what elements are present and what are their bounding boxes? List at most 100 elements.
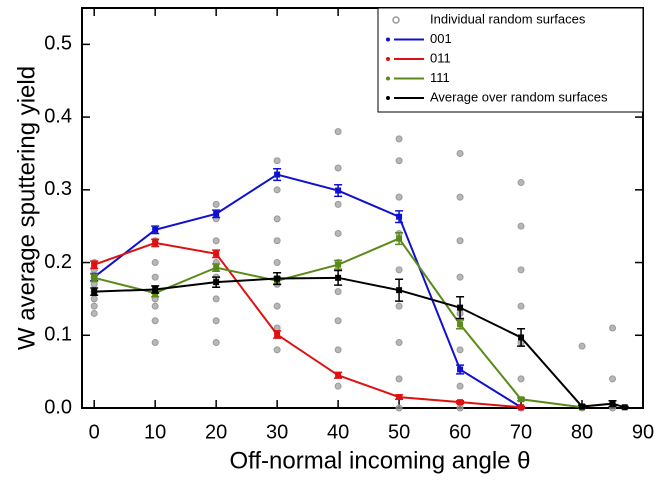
point-marker [91, 274, 98, 281]
point-marker [518, 334, 525, 341]
point-marker [396, 287, 403, 294]
legend-label: 001 [430, 31, 452, 46]
scatter-point [334, 164, 342, 172]
point-marker [579, 403, 586, 410]
scatter-point [334, 128, 342, 136]
y-tick-label: 0.1 [44, 324, 72, 346]
legend-symbol [392, 16, 400, 24]
scatter-point [395, 375, 403, 383]
scatter-point [456, 149, 464, 157]
legend-label: Average over random surfaces [430, 89, 608, 104]
scatter-point [334, 346, 342, 354]
scatter-point [212, 317, 220, 325]
scatter-point [273, 186, 281, 194]
point-marker [621, 404, 628, 411]
scatter-point [456, 382, 464, 390]
scatter-point [456, 346, 464, 354]
scatter-point [517, 266, 525, 274]
scatter-point [273, 157, 281, 165]
scatter-point [90, 302, 98, 310]
scatter-point [395, 135, 403, 143]
point-marker [518, 396, 525, 403]
point-marker [213, 250, 220, 257]
scatter-point [517, 179, 525, 187]
scatter-point [456, 193, 464, 201]
scatter-point [90, 295, 98, 303]
point-marker [396, 235, 403, 242]
scatter-point [334, 317, 342, 325]
point-marker [457, 304, 464, 311]
scatter-point [578, 342, 586, 350]
scatter-point [212, 295, 220, 303]
x-tick-label: 60 [449, 421, 471, 443]
point-marker [396, 213, 403, 220]
point-marker [457, 321, 464, 328]
scatter-point [395, 302, 403, 310]
x-tick-label: 0 [89, 421, 100, 443]
legend-symbol [386, 76, 390, 81]
scatter-point [609, 375, 617, 383]
point-marker [91, 288, 98, 295]
scatter-point [517, 302, 525, 310]
scatter-point [609, 324, 617, 332]
scatter-point [273, 237, 281, 245]
scatter-point [395, 404, 403, 412]
point-marker [518, 404, 525, 411]
legend-label: 011 [430, 50, 451, 65]
scatter-point [151, 317, 159, 325]
scatter-point [456, 273, 464, 281]
scatter-point [395, 157, 403, 165]
scatter-point [273, 324, 281, 332]
point-marker [335, 372, 342, 379]
point-marker [335, 274, 342, 281]
y-tick-label: 0.2 [44, 251, 72, 273]
y-tick-label: 0.5 [44, 33, 72, 55]
scatter-point [517, 222, 525, 230]
legend-symbol [386, 57, 390, 61]
scatter-point [334, 382, 342, 390]
x-tick-label: 90 [632, 421, 654, 443]
y-tick-label: 0.0 [44, 396, 72, 418]
point-marker [152, 226, 159, 233]
point-marker [152, 239, 159, 246]
scatter-point [90, 309, 98, 317]
scatter-point [90, 280, 98, 288]
scatter-point [456, 237, 464, 245]
y-tick-label: 0.3 [44, 178, 72, 200]
x-tick-label: 70 [510, 421, 532, 443]
point-marker [335, 187, 342, 194]
legend-label: Individual random surfaces [430, 11, 586, 26]
scatter-point [395, 266, 403, 274]
scatter-point [151, 339, 159, 347]
legend-label: 111 [430, 70, 450, 85]
y-tick-label: 0.4 [44, 105, 72, 127]
scatter-point [395, 339, 403, 347]
point-marker [213, 279, 220, 286]
point-marker [396, 394, 403, 401]
scatter-point [273, 259, 281, 267]
scatter-point [151, 302, 159, 310]
scatter-point [517, 375, 525, 383]
scatter-point [151, 259, 159, 267]
y-axis-label: W average sputtering yield [13, 66, 40, 350]
point-marker [213, 210, 220, 217]
x-tick-label: 50 [388, 421, 410, 443]
point-marker [335, 261, 342, 268]
x-tick-label: 10 [144, 421, 166, 443]
scatter-point [456, 404, 464, 412]
point-marker [213, 264, 220, 271]
series-line [93, 241, 522, 409]
x-tick-label: 20 [205, 421, 227, 443]
point-marker [91, 261, 98, 268]
series-line [93, 173, 522, 409]
scatter-point [273, 302, 281, 310]
legend-symbol [386, 96, 390, 100]
x-tick-label: 30 [266, 421, 288, 443]
scatter-point [212, 237, 220, 245]
scatter-point [212, 339, 220, 347]
scatter-point [334, 229, 342, 237]
scatter-point [334, 288, 342, 296]
scatter-point [273, 346, 281, 354]
legend-symbol [386, 37, 390, 42]
